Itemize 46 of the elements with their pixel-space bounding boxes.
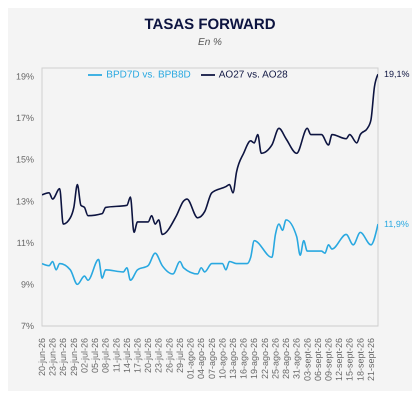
x-tick-label: 15-sept-26	[344, 338, 355, 382]
x-tick-label: 10-ago-26	[217, 338, 228, 380]
x-tick-label: 29-jun-26	[68, 338, 79, 376]
y-tick-label: 13%	[16, 196, 34, 206]
y-tick-label: 15%	[16, 154, 34, 165]
y-tick-label: 17%	[16, 113, 34, 124]
x-tick-label: 12-sept-26	[334, 338, 344, 382]
x-tick-label: 23-jun-26	[48, 338, 58, 376]
x-tick-label: 20-jul-26	[143, 338, 154, 374]
x-tick-label: 22-ago-26	[260, 338, 270, 380]
x-tick-label: 25-ago-26	[270, 338, 280, 380]
x-tick-label: 19-ago-26	[249, 338, 260, 380]
data-label: 11,9%	[384, 219, 409, 230]
x-tick-label: 14-jul-26	[122, 338, 132, 374]
x-tick-label: 08-jul-26	[100, 338, 111, 374]
x-tick-label: 06-sept-26	[312, 338, 323, 382]
x-tick-label: 01-ago-26	[186, 338, 196, 380]
x-tick-label: 23-jul-26	[154, 338, 164, 374]
x-tick-label: 18-sept-26	[355, 338, 366, 382]
x-tick-label: 02-jul-26	[79, 338, 90, 374]
x-tick-label: 09-sept-26	[323, 338, 334, 382]
legend-label: AO27 vs. AO28	[218, 70, 288, 81]
x-tick-label: 17-jul-26	[132, 338, 142, 374]
x-tick-label: 04-ago-26	[196, 338, 206, 380]
x-tick-label: 13-ago-26	[228, 338, 238, 380]
y-tick-label: 11%	[16, 238, 34, 248]
x-tick-label: 16-ago-26	[238, 338, 249, 380]
x-tick-label: 07-ago-26	[206, 338, 217, 380]
x-tick-label: 29-jul-26	[174, 338, 185, 374]
x-tick-label: 26-jul-26	[164, 338, 174, 374]
x-tick-label: 11-jul-26	[111, 338, 122, 372]
data-label: 19,1%	[384, 69, 410, 80]
chart-title: TASAS FORWARD	[143, 15, 277, 33]
line-series	[42, 219, 378, 286]
y-tick-label: 19%	[16, 72, 34, 82]
x-tick-label: 20-jun-26	[37, 338, 47, 376]
legend-label: BPD7D vs. BPB8D	[106, 70, 191, 81]
x-tick-label: 21-sept-26	[366, 338, 376, 382]
x-tick-label: 05-jul-26	[90, 338, 100, 374]
x-tick-label: 03-sept-26	[302, 338, 312, 382]
y-tick-label: 7%	[20, 321, 34, 332]
chart-subtitle: En %	[197, 37, 223, 48]
y-tick-label: 9%	[20, 280, 34, 290]
x-tick-label: 26-jun-26	[58, 338, 68, 376]
x-tick-label: 28-ago-26	[281, 338, 292, 380]
x-tick-label: 31-ago-26	[292, 338, 302, 380]
